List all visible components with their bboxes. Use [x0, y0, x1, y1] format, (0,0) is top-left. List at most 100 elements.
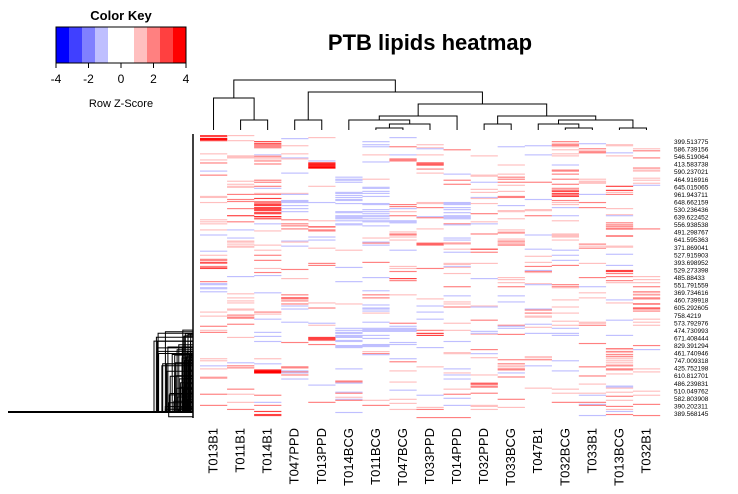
heatmap-cell — [281, 157, 309, 159]
heatmap-cell — [227, 243, 255, 245]
heatmap-cell — [497, 365, 525, 367]
heatmap-cell — [551, 287, 580, 289]
heatmap-cell — [605, 270, 634, 273]
heatmap-cell — [416, 207, 444, 209]
heatmap-cell — [632, 297, 661, 299]
heatmap-cell — [470, 374, 498, 376]
heatmap-cell — [605, 225, 634, 227]
heatmap-cell — [416, 347, 444, 349]
heatmap-cell — [200, 325, 228, 327]
heatmap-cell — [308, 343, 336, 346]
heatmap-cell — [200, 234, 228, 236]
heatmap-cell — [362, 312, 390, 314]
heatmap-cell — [200, 195, 228, 198]
heatmap-cell — [362, 344, 390, 347]
heatmap-cell — [227, 186, 255, 188]
heatmap-cell — [578, 392, 607, 394]
heatmap-cell — [308, 236, 336, 238]
row-label: 829.391294 — [674, 343, 709, 350]
heatmap-cell — [389, 325, 417, 327]
heatmap-cell — [470, 349, 498, 351]
row-dendrogram-branch — [155, 336, 193, 412]
heatmap-cell — [389, 408, 417, 411]
heatmap-cell — [605, 280, 634, 282]
heatmap-cell — [632, 182, 661, 184]
heatmap-cell — [254, 369, 282, 371]
heatmap-cell — [362, 195, 390, 198]
heatmap-cell — [497, 238, 525, 240]
color-key-swatch — [69, 27, 83, 63]
heatmap-cell — [416, 228, 444, 230]
heatmap-cell — [254, 207, 282, 209]
heatmap-cell — [389, 361, 417, 363]
heatmap-cell — [470, 357, 498, 359]
heatmap-cell — [281, 378, 309, 380]
heatmap-cell — [416, 334, 444, 336]
heatmap-cell — [416, 311, 444, 313]
row-label: 648.662159 — [674, 199, 709, 206]
row-dendrogram-branch — [171, 354, 193, 412]
heatmap-cell — [632, 282, 661, 284]
heatmap-cell — [632, 324, 661, 326]
heatmap-cell — [227, 140, 255, 142]
heatmap-cell — [281, 201, 309, 204]
heatmap-cell — [389, 402, 417, 404]
heatmap-cell — [632, 148, 661, 150]
heatmap-cell — [308, 307, 336, 309]
heatmap-cell — [443, 295, 471, 297]
row-dendrogram-branch — [168, 412, 193, 418]
color-key-tick-label: 4 — [183, 72, 190, 86]
row-label: 527.915903 — [674, 252, 709, 259]
heatmap-cell — [308, 322, 336, 324]
heatmap-cell — [362, 297, 390, 299]
heatmap-cell — [335, 179, 363, 181]
heatmap-cell — [605, 356, 634, 358]
heatmap-cell — [227, 157, 255, 159]
column-label: T014BCG — [341, 428, 356, 486]
heatmap-cell — [551, 401, 580, 403]
heatmap-cell — [281, 303, 309, 305]
heatmap-cell — [335, 332, 363, 334]
heatmap-cell — [578, 152, 607, 154]
heatmap-cell — [227, 323, 255, 325]
heatmap-cell — [281, 298, 309, 300]
heatmap-cell — [200, 329, 228, 331]
heatmap-cell — [605, 269, 634, 272]
heatmap-cell — [281, 367, 309, 369]
heatmap-cell — [335, 331, 363, 333]
heatmap-cell — [605, 191, 634, 193]
heatmap-cell — [200, 265, 228, 268]
column-label: T033PPD — [422, 428, 437, 484]
heatmap-cell — [389, 222, 417, 224]
column-label: T047B1 — [530, 428, 545, 474]
heatmap-cell — [254, 340, 282, 343]
heatmap-cell — [605, 228, 634, 230]
heatmap-cell — [254, 144, 282, 146]
heatmap-cell — [416, 217, 444, 219]
heatmap-cell — [524, 248, 552, 250]
heatmap-cell — [551, 192, 580, 194]
heatmap-cell — [362, 327, 390, 329]
color-key-swatch — [108, 27, 122, 63]
heatmap-cell — [632, 303, 661, 305]
heatmap-cell — [308, 339, 336, 342]
heatmap-cell — [200, 138, 228, 140]
heatmap-cell — [524, 316, 552, 318]
heatmap-cell — [605, 189, 634, 191]
heatmap-cell — [389, 208, 417, 210]
heatmap-cell — [605, 208, 634, 210]
heatmap-cell — [200, 259, 228, 261]
heatmap-cell — [200, 393, 228, 395]
heatmap-cell — [281, 211, 309, 213]
heatmap-cell — [200, 266, 228, 269]
heatmap-cell — [443, 201, 471, 204]
heatmap-cell — [308, 264, 336, 266]
heatmap-cell — [254, 141, 282, 143]
row-label: 639.622452 — [674, 215, 709, 222]
heatmap-cell — [362, 242, 390, 244]
row-label: 425.752198 — [674, 366, 709, 373]
heatmap-cell — [308, 162, 336, 164]
heatmap-cell — [470, 175, 498, 177]
heatmap-cell — [524, 271, 552, 274]
heatmap-cell — [227, 156, 255, 158]
